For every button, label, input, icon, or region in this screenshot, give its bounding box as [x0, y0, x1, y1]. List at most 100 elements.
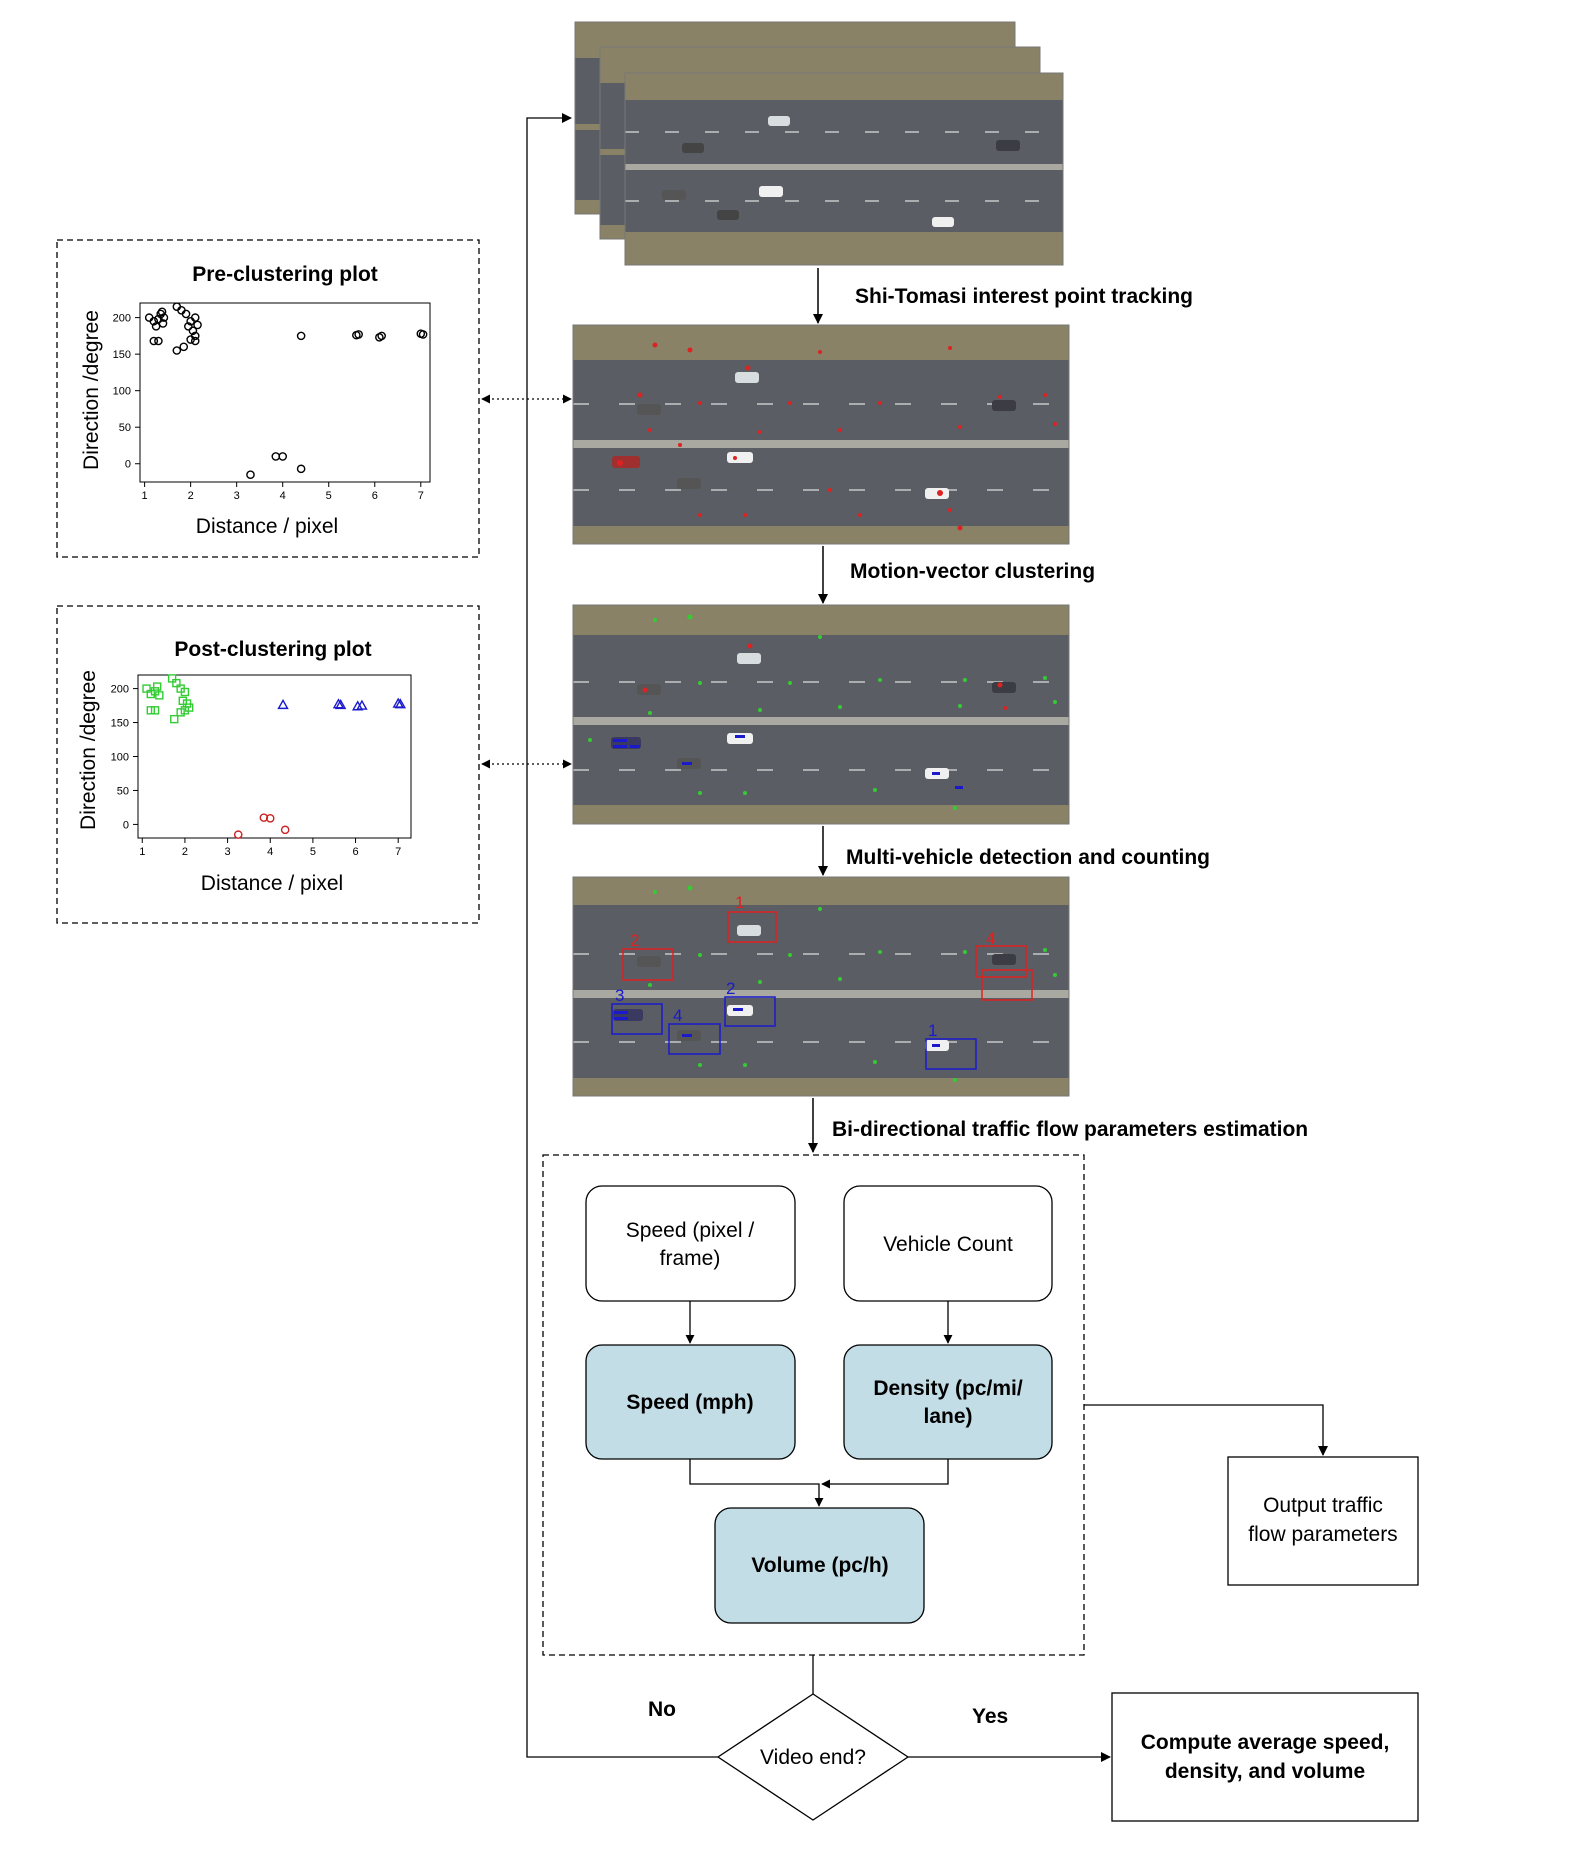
pre-point-circle	[179, 342, 189, 352]
step-label-tracking: Shi-Tomasi interest point tracking	[855, 285, 1193, 308]
pre-y-tick-label: 50	[119, 422, 131, 434]
car-icon	[992, 400, 1016, 411]
post-point-triangle	[277, 698, 289, 710]
post-x-tick-label: 1	[139, 846, 145, 858]
pre-y-tick-label: 150	[113, 349, 131, 361]
post-point-square	[170, 714, 179, 724]
pre-point-circle	[149, 336, 159, 346]
pre-chart-title: Pre-clustering plot	[192, 263, 378, 286]
pre-point-circle	[149, 316, 159, 326]
post-point-square	[146, 706, 155, 715]
car-icon	[637, 684, 661, 695]
pre-point-circle	[193, 320, 202, 330]
pre-plot-frame	[139, 302, 431, 483]
arrow-speed-to-volume	[689, 1459, 824, 1507]
car-icon	[677, 478, 701, 489]
car-icon	[768, 116, 790, 126]
pre-point-circle	[158, 319, 168, 328]
post-point-triangle	[394, 698, 407, 709]
pre-chart-xlabel: Distance / pixel	[196, 515, 338, 538]
pre-point-circle	[246, 470, 255, 479]
pre-point-circle	[172, 346, 182, 355]
detection-label-blue-2: 2	[726, 979, 735, 998]
post-point-square	[167, 674, 177, 683]
post-point-triangle	[334, 698, 347, 710]
post-point-square	[146, 689, 155, 699]
pre-y-tick-label: 200	[113, 313, 131, 325]
pre-clustering-panel	[56, 239, 480, 558]
post-y-tick-label: 150	[111, 718, 129, 730]
speed-pixel-label-1: Speed (pixel /	[626, 1219, 755, 1242]
post-point-square	[176, 708, 185, 717]
pre-clustering-chart: Pre-clustering plot Distance / pixel Dir…	[80, 263, 431, 538]
post-point-triangle	[356, 699, 368, 710]
decision-label: Video end?	[760, 1746, 866, 1769]
car-icon	[996, 140, 1020, 151]
post-point-circle	[280, 825, 290, 835]
pre-point-circle	[354, 330, 363, 339]
car-icon	[932, 217, 954, 227]
output-box: Output traffic flow parameters	[1227, 1456, 1419, 1586]
post-x-tick-label: 3	[225, 846, 231, 858]
post-y-tick-label: 0	[123, 819, 129, 831]
car-icon	[637, 956, 661, 967]
pre-point-circle	[154, 336, 163, 346]
density-box: Density (pc/mi/ lane)	[843, 1344, 1053, 1460]
step-label-clustering: Motion-vector clustering	[850, 560, 1095, 583]
pre-point-circle	[154, 314, 163, 324]
pre-x-tick-label: 7	[418, 490, 424, 502]
frame-detections: 1 2 4 3 2 4 1	[572, 876, 1070, 1097]
post-point-square	[150, 706, 160, 715]
density-label-2: lane)	[923, 1405, 972, 1428]
arrow-density-to-volume	[821, 1459, 949, 1489]
frame-interest-points	[572, 324, 1070, 545]
post-point-square	[172, 678, 181, 688]
pre-point-circle	[188, 326, 198, 336]
car-icon	[992, 954, 1016, 965]
pre-y-tick-label: 100	[113, 386, 131, 398]
arrow-to-output	[1084, 1404, 1328, 1456]
output-label-2: flow parameters	[1248, 1523, 1397, 1546]
pre-point-circle	[159, 313, 169, 322]
detection-label-blue-1: 1	[928, 1021, 937, 1040]
car-icon	[925, 488, 949, 499]
volume-label: Volume (pc/h)	[751, 1554, 888, 1577]
car-icon	[735, 372, 759, 383]
step-label-detection: Multi-vehicle detection and counting	[846, 846, 1210, 869]
post-x-tick-label: 5	[310, 846, 316, 858]
frame-clustered-vectors	[572, 604, 1070, 825]
car-icon	[662, 190, 686, 200]
post-point-square	[184, 703, 194, 712]
pre-point-circle	[181, 309, 191, 319]
speed-pixel-label-2: frame)	[660, 1247, 721, 1270]
output-label-1: Output traffic	[1263, 1494, 1383, 1517]
pre-point-circle	[278, 452, 287, 461]
pre-point-circle	[157, 307, 167, 317]
step-label-estimation: Bi-directional traffic flow parameters e…	[832, 1118, 1308, 1141]
car-icon	[992, 682, 1016, 693]
video-frame-stack	[574, 21, 1064, 266]
pre-x-tick-label: 6	[372, 490, 378, 502]
car-icon	[682, 143, 704, 153]
decision-no-label: No	[648, 1698, 676, 1721]
video-end-decision: Video end?	[716, 1693, 910, 1821]
density-label-1: Density (pc/mi/	[873, 1377, 1023, 1400]
detection-label-blue-3: 3	[615, 986, 624, 1005]
pre-x-tick-label: 4	[280, 490, 286, 502]
car-icon	[737, 925, 761, 936]
post-x-tick-label: 2	[182, 846, 188, 858]
post-clustering-panel	[56, 605, 480, 924]
detection-label-red-2: 2	[630, 931, 639, 950]
post-y-tick-label: 200	[111, 684, 129, 696]
detection-label-red-4: 4	[986, 929, 995, 948]
pre-point-circle	[186, 335, 195, 344]
speed-pixel-box: Speed (pixel / frame)	[585, 1185, 796, 1302]
post-point-circle	[265, 814, 275, 823]
pre-chart-ylabel: Direction /degree	[80, 310, 103, 470]
post-y-tick-label: 50	[117, 785, 129, 797]
post-y-tick-label: 100	[111, 752, 129, 764]
post-point-square	[142, 684, 151, 693]
pre-point-circle	[184, 322, 193, 331]
speed-mph-label: Speed (mph)	[626, 1391, 753, 1414]
car-icon	[612, 456, 640, 468]
